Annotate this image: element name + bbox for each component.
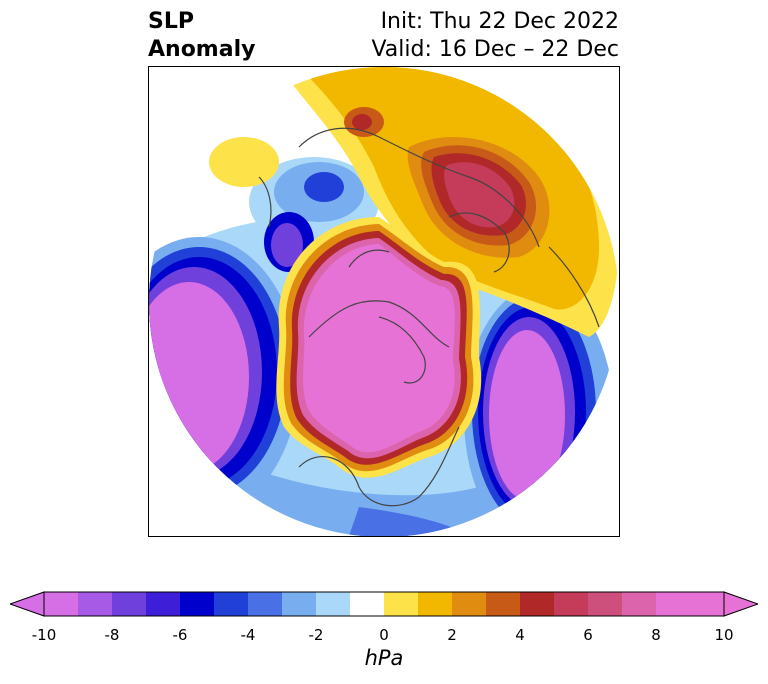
colorbar-cell <box>146 592 181 616</box>
colorbar-tick-label: 4 <box>515 626 525 644</box>
colorbar-cell <box>282 592 317 616</box>
colorbar-cell <box>588 592 623 616</box>
title-right: Init: Thu 22 Dec 2022 Valid: 16 Dec – 22… <box>371 8 619 64</box>
colorbar-tick-label: 2 <box>447 626 457 644</box>
colorbar-cell <box>44 592 79 616</box>
init-date: Init: Thu 22 Dec 2022 <box>380 9 619 34</box>
colorbar-cell <box>656 592 691 616</box>
colorbar-cell <box>418 592 453 616</box>
colorbar-tick-label: 0 <box>379 626 389 644</box>
title-left: SLP Anomaly <box>148 8 255 64</box>
west-yellow-patch <box>209 137 279 187</box>
map-panel <box>148 66 620 537</box>
colorbar-tick-label: 10 <box>714 626 734 644</box>
title-slp: SLP <box>148 9 194 34</box>
colorbar-cell <box>248 592 283 616</box>
title-anomaly: Anomaly <box>148 37 256 62</box>
colorbar-over-arrow <box>723 591 758 617</box>
colorbar-tick-label: -8 <box>104 626 120 644</box>
colorbar-tick-label: 8 <box>651 626 661 644</box>
southeast-blue <box>349 507 469 536</box>
colorbar-tick-label: -2 <box>308 626 324 644</box>
colorbar-cell <box>690 592 725 616</box>
colorbar-tick-label: -6 <box>172 626 188 644</box>
colorbar-unit: hPa <box>364 646 404 670</box>
colorbar-cell <box>350 592 385 616</box>
colorbar-cell <box>486 592 521 616</box>
colorbar-tick-label: 6 <box>583 626 593 644</box>
colorbar <box>10 591 758 617</box>
coastlines <box>258 127 600 507</box>
colorbar-cell <box>316 592 351 616</box>
colorbar-cell <box>384 592 419 616</box>
colorbar-under-arrow <box>10 591 45 617</box>
colorbar-frame <box>43 591 725 617</box>
colorbar-cell <box>180 592 215 616</box>
colorbar-cell <box>78 592 113 616</box>
colorbar-cell <box>520 592 555 616</box>
colorbar-cell <box>112 592 147 616</box>
north-america-high <box>276 217 482 478</box>
valid-range: Valid: 16 Dec – 22 Dec <box>371 37 619 62</box>
colorbar-cell <box>214 592 249 616</box>
slp-anomaly-map <box>149 67 619 536</box>
colorbar-cell <box>622 592 657 616</box>
colorbar-tick-label: -4 <box>240 626 256 644</box>
colorbar-cell <box>554 592 589 616</box>
colorbar-tick-label: -10 <box>31 626 57 644</box>
colorbar-cell <box>452 592 487 616</box>
